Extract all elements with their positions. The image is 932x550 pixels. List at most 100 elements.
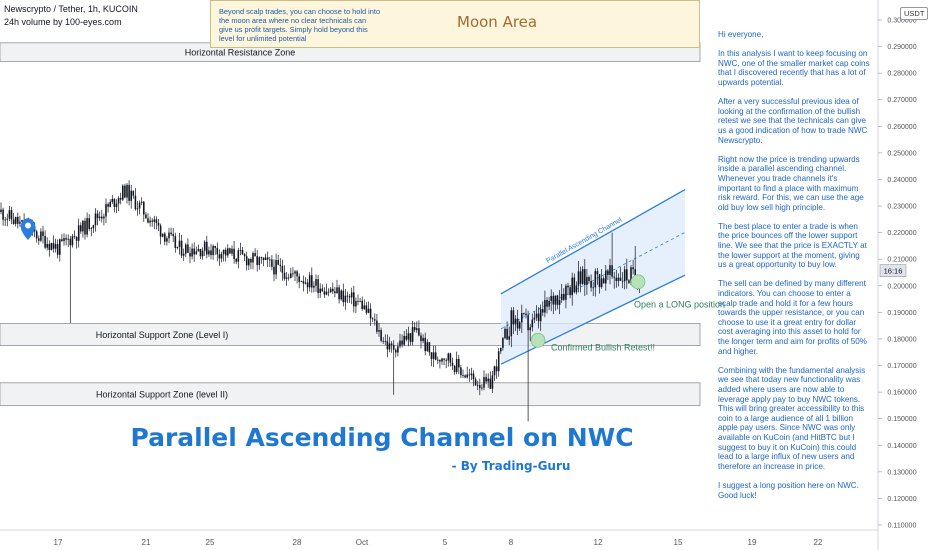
candle-body: [386, 341, 389, 350]
candle-body: [59, 239, 61, 255]
time-tick-label: 28: [293, 538, 302, 547]
candle-body: [224, 249, 227, 256]
currency-badge[interactable]: USDT: [900, 7, 929, 20]
candle-body: [61, 239, 63, 242]
candle-body: [395, 349, 397, 353]
candle-body: [277, 260, 279, 265]
candle-body: [311, 275, 313, 288]
candle-body: [353, 292, 355, 307]
candle-body: [416, 328, 418, 331]
candle-body: [523, 313, 525, 314]
candle-body: [294, 271, 296, 274]
time-tick-label: 8: [509, 538, 514, 547]
candle-body: [50, 243, 53, 250]
candle-body: [86, 218, 88, 235]
candle-body: [470, 373, 473, 376]
candle-body: [48, 243, 51, 250]
candle-body: [592, 287, 594, 289]
candle-body: [271, 259, 273, 267]
candle-body: [317, 279, 319, 293]
candle-body: [336, 287, 338, 294]
candle-body: [560, 293, 563, 301]
candle-body: [521, 313, 523, 323]
candle-body: [296, 271, 298, 277]
current-price-tag[interactable]: [879, 264, 907, 277]
analysis-paragraph: After a very successful previous idea of…: [718, 97, 868, 145]
candle-body: [229, 248, 231, 254]
candle-body: [313, 285, 315, 288]
byline: - By Trading-Guru: [452, 459, 571, 473]
candle-body: [434, 352, 437, 360]
candle-body: [590, 281, 592, 288]
price-tick-label: 0.120000: [887, 496, 916, 503]
moon-area-note: Beyond scalp trades, you can choose to h…: [210, 0, 700, 48]
candle-body: [187, 244, 189, 253]
candle-body: [128, 184, 130, 201]
channel-fill: [501, 189, 685, 365]
candle-body: [548, 300, 550, 307]
candle-body: [210, 250, 212, 256]
candle-body: [594, 271, 597, 288]
candle-body: [374, 319, 376, 321]
candle-body: [275, 260, 277, 275]
candle-body: [8, 210, 11, 219]
candle-body: [350, 292, 353, 298]
candle-body: [172, 234, 174, 237]
candle-body: [92, 225, 95, 229]
candle-body: [558, 300, 561, 305]
time-tick-label: 17: [54, 538, 63, 547]
candle-body: [52, 243, 55, 249]
retest-label: Confirmed Bullish Retest!!: [551, 342, 655, 352]
candle-body: [14, 216, 17, 224]
candle-body: [269, 259, 271, 261]
candle-body: [237, 250, 240, 262]
candle-body: [634, 269, 636, 280]
time-tick-label: 19: [748, 538, 757, 547]
candle-body: [489, 378, 492, 389]
candle-body: [136, 208, 139, 210]
candle-body: [235, 258, 237, 262]
candle-body: [537, 313, 540, 322]
candle-body: [481, 387, 483, 389]
candle-body: [411, 327, 414, 342]
candle-body: [485, 377, 487, 382]
candle-body: [302, 281, 305, 284]
candle-body: [596, 271, 599, 275]
candle-body: [304, 282, 307, 284]
candle-body: [525, 313, 527, 316]
time-tick-label: 22: [814, 538, 823, 547]
location-pin-dot: [25, 222, 31, 229]
price-tick-label: 0.110000: [888, 523, 917, 530]
candle-body: [632, 267, 634, 270]
symbol-title: Newscrypto / Tether, 1h, KUCOIN: [4, 4, 138, 14]
candle-body: [201, 250, 204, 257]
candle-body: [315, 279, 317, 286]
candle-body: [218, 254, 221, 259]
candle-body: [363, 305, 366, 310]
candle-body: [626, 269, 628, 281]
candle-body: [216, 247, 219, 255]
candle-body: [430, 352, 433, 359]
candle-body: [0, 209, 2, 213]
candle-body: [554, 295, 557, 305]
candle-body: [428, 342, 431, 353]
candle-body: [306, 282, 309, 288]
candle-body: [611, 265, 613, 277]
candle-body: [287, 277, 290, 279]
candle-body: [103, 216, 105, 219]
candle-body: [77, 225, 80, 241]
analysis-paragraph: Right now the price is trending upwards …: [718, 154, 864, 212]
candle-body: [605, 270, 607, 284]
candle-body: [403, 335, 405, 345]
volume-subtitle: 24h volume by 100-eyes.com: [4, 17, 122, 27]
candle-body: [147, 218, 149, 223]
candle-body: [516, 318, 519, 329]
candle-body: [134, 195, 137, 210]
candle-body: [441, 358, 443, 362]
candle-body: [161, 233, 164, 237]
candle-body: [245, 256, 248, 266]
candle-body: [365, 305, 368, 313]
candle-body: [420, 335, 422, 342]
candle-body: [508, 336, 510, 340]
candle-body: [119, 198, 122, 200]
